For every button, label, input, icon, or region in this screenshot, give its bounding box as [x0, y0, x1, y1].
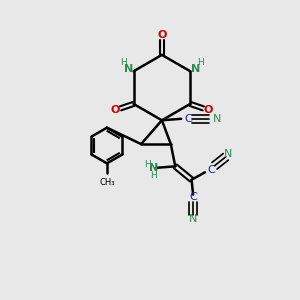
Text: N: N [189, 214, 197, 224]
Text: N: N [149, 163, 158, 173]
Text: H: H [150, 171, 157, 180]
Text: N: N [191, 64, 200, 74]
Text: N: N [124, 64, 133, 74]
Text: O: O [204, 105, 213, 115]
Text: H: H [144, 160, 151, 169]
Text: C: C [207, 165, 215, 175]
Text: CH₃: CH₃ [99, 178, 115, 187]
Text: N: N [212, 114, 221, 124]
Text: H: H [120, 58, 127, 68]
Text: O: O [111, 105, 120, 115]
Text: N: N [224, 149, 232, 160]
Text: C: C [185, 114, 193, 124]
Text: H: H [197, 58, 204, 68]
Text: O: O [157, 30, 167, 40]
Text: C: C [189, 192, 197, 202]
